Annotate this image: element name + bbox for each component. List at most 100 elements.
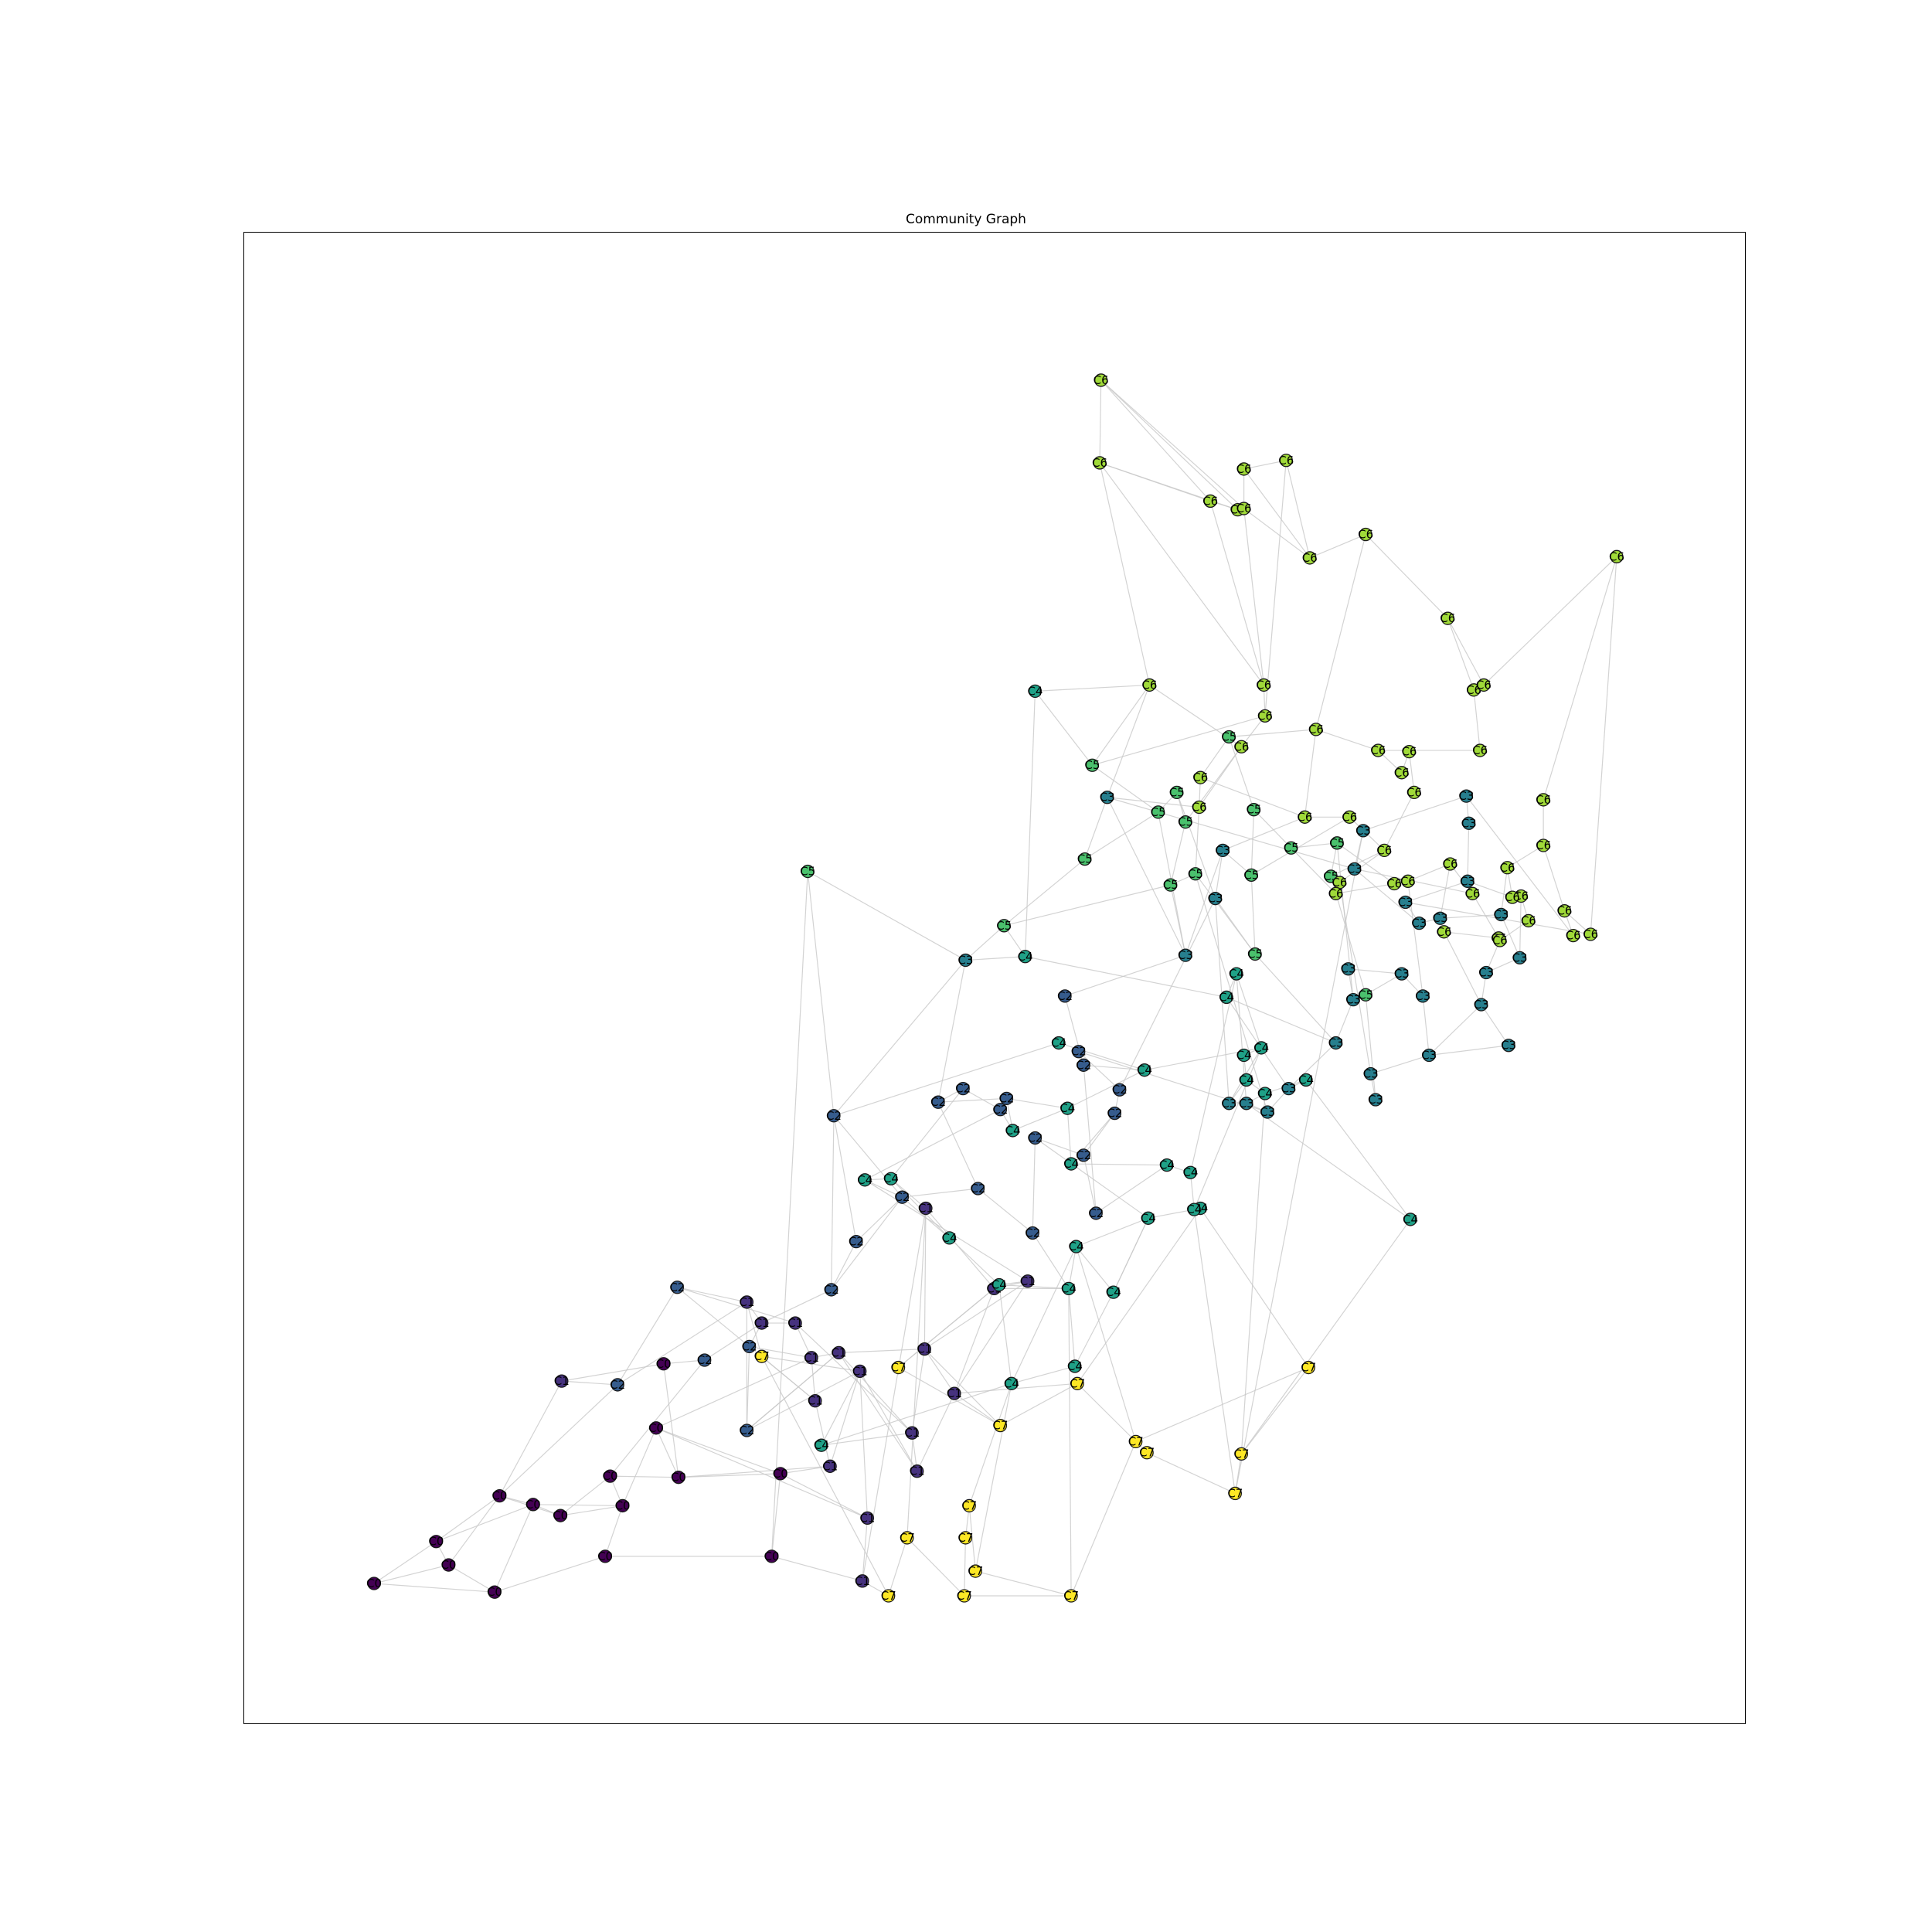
graph-edge	[770, 871, 808, 1556]
graph-node: C7	[1128, 1434, 1144, 1448]
node-marker	[1077, 1148, 1090, 1162]
node-label: C6	[1328, 886, 1344, 900]
graph-edge	[1234, 830, 1364, 1494]
node-marker	[1240, 1073, 1253, 1087]
node-marker	[1018, 950, 1032, 964]
graph-edge	[1084, 797, 1108, 859]
node-marker	[1328, 886, 1343, 900]
graph-edge	[448, 1564, 495, 1593]
node-marker	[764, 1549, 779, 1563]
graph-node: C4	[1137, 1063, 1152, 1077]
graph-edge	[1066, 1070, 1145, 1109]
node-label: C3	[1178, 948, 1193, 962]
node-label: C6	[1358, 528, 1373, 542]
graph-edge	[838, 1349, 925, 1353]
node-label: C2	[669, 1281, 685, 1294]
node-marker	[1219, 990, 1233, 1005]
node-marker	[958, 953, 973, 968]
graph-edge	[1024, 691, 1036, 957]
graph-node: C0	[428, 1535, 444, 1549]
node-label: C4	[1027, 684, 1043, 698]
node-label: C6	[1236, 502, 1252, 515]
node-label: C6	[1566, 929, 1581, 943]
graph-edge	[1215, 898, 1256, 954]
graph-edge	[678, 1473, 781, 1478]
graph-edge	[975, 1570, 1072, 1597]
node-label: C6	[1236, 462, 1252, 476]
node-marker	[611, 1378, 624, 1392]
node-marker	[1505, 890, 1519, 904]
graph-edge	[833, 960, 966, 1117]
graph-edge	[1362, 795, 1467, 832]
graph-node: C6	[1328, 886, 1344, 900]
graph-edge	[677, 1287, 747, 1303]
graph-node: C5	[1243, 868, 1259, 882]
graph-edge	[965, 956, 1026, 961]
node-label: C6	[1521, 913, 1536, 927]
graph-edge	[821, 1371, 861, 1446]
node-marker	[1522, 913, 1536, 928]
node-marker	[367, 1577, 381, 1590]
node-marker	[855, 1574, 869, 1588]
node-label: C4	[1060, 1101, 1075, 1115]
node-marker	[1093, 456, 1107, 470]
node-label: C2	[1025, 1226, 1040, 1240]
node-label: C7	[1233, 1447, 1249, 1461]
graph-edge	[746, 1346, 750, 1431]
graph-node: C7	[881, 1589, 896, 1603]
graph-node: C4	[1219, 990, 1234, 1004]
graph-edge	[1365, 973, 1403, 995]
node-label: C6	[1342, 810, 1357, 824]
graph-node: C0	[487, 1585, 502, 1599]
graph-edge	[821, 1432, 913, 1446]
node-label: C7	[957, 1589, 972, 1603]
node-marker	[808, 1394, 822, 1408]
graph-edge	[1335, 999, 1354, 1043]
node-marker	[1151, 805, 1165, 819]
node-label: C3	[1347, 862, 1362, 876]
graph-edge	[962, 1088, 1001, 1111]
node-marker	[1356, 824, 1370, 838]
node-marker	[1240, 1097, 1253, 1111]
node-marker	[1422, 1048, 1436, 1063]
graph-edge	[1336, 842, 1395, 885]
graph-node: C2	[1027, 1131, 1043, 1145]
node-marker	[1244, 868, 1258, 883]
node-label: C4	[1253, 1041, 1269, 1055]
graph-node: C6	[1536, 793, 1551, 807]
node-marker	[1107, 1106, 1122, 1121]
graph-node: C6	[1536, 838, 1551, 852]
graph-edge	[807, 871, 966, 961]
node-label: C4	[1061, 1281, 1077, 1295]
node-label: C2	[1027, 1131, 1043, 1145]
graph-edge	[864, 1179, 903, 1198]
graph-edge	[678, 1465, 831, 1478]
graph-edge	[975, 1383, 1012, 1572]
graph-edge	[1113, 1218, 1149, 1293]
node-marker	[1258, 1087, 1272, 1100]
graph-edge	[1025, 956, 1227, 998]
graph-node: C3	[1368, 1093, 1383, 1107]
graph-node: C1	[855, 1574, 870, 1588]
graph-edge	[436, 1504, 534, 1543]
node-label: C1	[918, 1202, 934, 1216]
node-marker	[827, 1109, 841, 1123]
graph-node: C2	[849, 1235, 864, 1249]
graph-edge	[829, 1371, 861, 1467]
graph-edge	[1250, 816, 1350, 876]
node-marker	[603, 1469, 617, 1483]
graph-node: C6	[1436, 925, 1451, 939]
graph-edge	[1243, 508, 1311, 559]
node-marker	[1141, 1211, 1155, 1225]
graph-edge	[1034, 691, 1093, 766]
node-label: C0	[487, 1585, 502, 1599]
graph-node: C1	[1020, 1274, 1036, 1288]
graph-node: C6	[1278, 454, 1294, 468]
graph-edge	[1447, 617, 1485, 685]
node-marker	[891, 1360, 906, 1375]
node-marker	[1461, 816, 1476, 830]
graph-node: C3	[1355, 824, 1371, 838]
graph-node: C2	[1107, 1107, 1122, 1121]
graph-edge	[859, 1371, 918, 1472]
node-marker	[1254, 1041, 1268, 1055]
